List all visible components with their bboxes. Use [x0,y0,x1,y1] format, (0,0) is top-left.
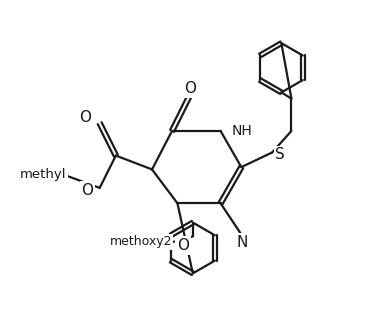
Text: methoxy2: methoxy2 [110,235,172,248]
Text: N: N [237,235,248,250]
Text: NH: NH [232,124,253,138]
Text: O: O [81,183,93,198]
Text: O: O [185,81,196,96]
Text: O: O [79,109,91,125]
Text: S: S [275,147,285,162]
Text: methyl: methyl [20,168,66,180]
Text: O: O [177,238,189,253]
